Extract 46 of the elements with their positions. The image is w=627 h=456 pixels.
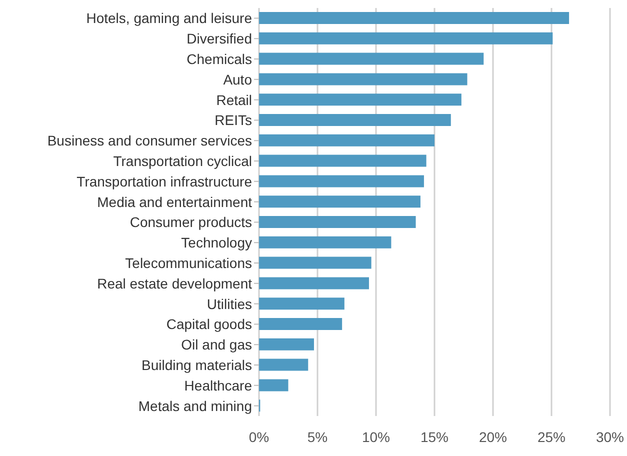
x-tick-label: 25% [537,428,566,445]
y-tick-label: Transportation infrastructure [76,173,252,190]
y-tick-label: Building materials [142,356,252,373]
y-tick-label: Technology [181,234,252,251]
y-tick-label: Telecommunications [125,254,252,271]
bar [259,134,434,146]
y-tick-label: Capital goods [166,316,252,332]
bar [259,32,553,44]
bar [259,236,392,248]
y-tick-label: Diversified [186,30,252,47]
y-tick-label: Retail [216,92,252,108]
bar [259,338,314,350]
y-tick-label: Chemicals [186,50,252,67]
y-tick-label: Healthcare [184,377,252,394]
y-tick-label: Metals and mining [138,398,252,414]
x-tick-label: 10% [362,428,390,445]
y-tick-label: Media and entertainment [97,194,252,210]
bar [259,114,451,126]
y-tick-label: Utilities [206,296,252,312]
y-tick-label: Hotels, gaming and leisure [86,10,252,26]
x-tick-label: 0% [248,428,270,445]
x-tick-label: 30% [596,428,624,445]
bar [259,52,484,65]
x-tick-label: 15% [420,428,449,445]
bar [259,196,420,208]
y-tick-label: Oil and gas [181,336,252,353]
y-tick-label: Auto [223,71,252,88]
bar [259,318,342,330]
y-tick-label: REITs [214,112,252,128]
bar [259,298,344,310]
bar [259,12,570,24]
bar [259,73,468,86]
bar [259,256,372,269]
bar [259,379,288,392]
bar [259,277,369,290]
bar [259,94,462,106]
bar [259,175,424,188]
x-tick-label: 20% [478,428,508,445]
y-tick-label: Business and consumer services [47,132,252,149]
bar [259,358,308,371]
y-tick-label: Real estate development [97,275,252,292]
bar [259,216,416,228]
y-tick-label: Transportation cyclical [113,152,252,169]
bar [259,154,426,167]
y-tick-label: Consumer products [130,214,252,230]
x-tick-label: 5% [307,428,328,445]
